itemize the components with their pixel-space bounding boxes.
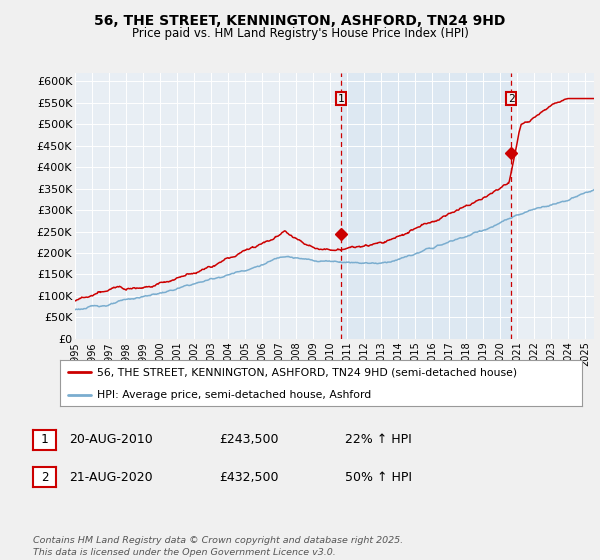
Text: £243,500: £243,500 xyxy=(219,433,278,446)
Text: 2: 2 xyxy=(41,470,48,484)
Text: 56, THE STREET, KENNINGTON, ASHFORD, TN24 9HD (semi-detached house): 56, THE STREET, KENNINGTON, ASHFORD, TN2… xyxy=(97,367,517,377)
Text: 20-AUG-2010: 20-AUG-2010 xyxy=(69,433,153,446)
Text: HPI: Average price, semi-detached house, Ashford: HPI: Average price, semi-detached house,… xyxy=(97,390,371,399)
Text: Contains HM Land Registry data © Crown copyright and database right 2025.
This d: Contains HM Land Registry data © Crown c… xyxy=(33,536,403,557)
Text: 2: 2 xyxy=(508,94,515,104)
Bar xyxy=(341,73,511,339)
Text: £432,500: £432,500 xyxy=(219,470,278,484)
Text: 22% ↑ HPI: 22% ↑ HPI xyxy=(345,433,412,446)
Bar xyxy=(336,92,346,105)
Text: Price paid vs. HM Land Registry's House Price Index (HPI): Price paid vs. HM Land Registry's House … xyxy=(131,27,469,40)
Text: 21-AUG-2020: 21-AUG-2020 xyxy=(69,470,152,484)
Text: 56, THE STREET, KENNINGTON, ASHFORD, TN24 9HD: 56, THE STREET, KENNINGTON, ASHFORD, TN2… xyxy=(94,14,506,28)
Text: 50% ↑ HPI: 50% ↑ HPI xyxy=(345,470,412,484)
Bar xyxy=(506,92,516,105)
Text: 1: 1 xyxy=(41,433,48,446)
Text: 1: 1 xyxy=(338,94,344,104)
